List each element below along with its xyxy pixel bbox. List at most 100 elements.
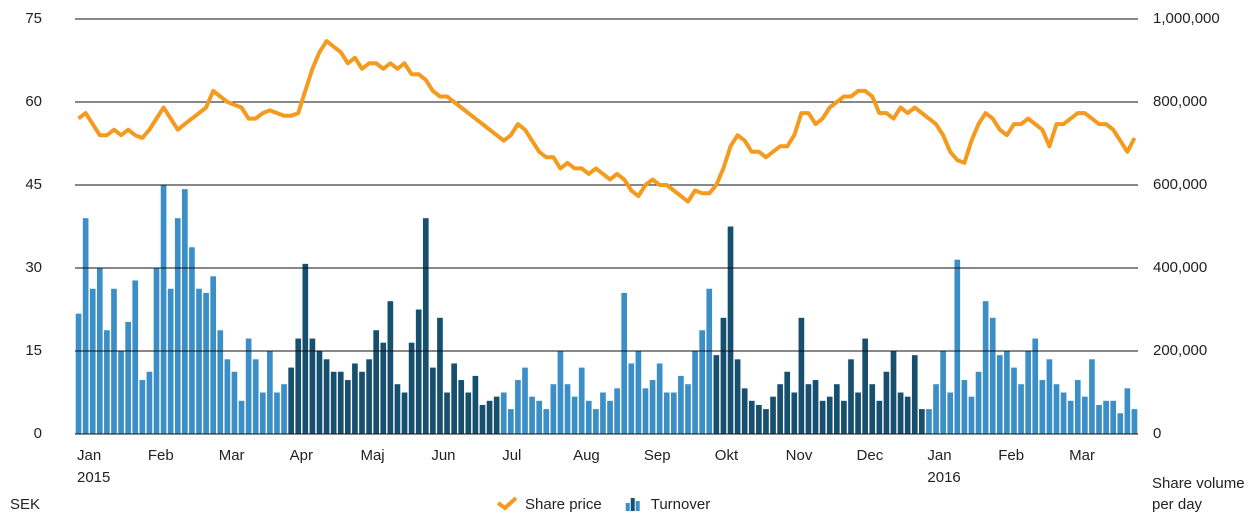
turnover-bar xyxy=(543,409,550,434)
turnover-bar xyxy=(529,396,535,434)
turnover-bar xyxy=(670,392,677,434)
turnover-bar xyxy=(82,218,89,434)
turnover-bar xyxy=(911,355,918,434)
turnover-bar xyxy=(323,359,330,434)
turnover-bar xyxy=(430,367,436,434)
turnover-bar xyxy=(968,396,975,434)
turnover-bar xyxy=(777,384,783,434)
legend-label: Share price xyxy=(525,496,602,513)
turnover-bar xyxy=(118,351,124,434)
x-tick-label: Dec xyxy=(857,447,884,464)
x-tick-label: Okt xyxy=(715,447,739,464)
share-price-line xyxy=(77,39,1137,204)
x-tick-label: Feb xyxy=(148,447,174,464)
turnover-bar xyxy=(196,288,202,434)
turnover-bar xyxy=(833,384,840,434)
turnover-bar xyxy=(380,342,387,434)
y-axis-label: SEK xyxy=(10,496,40,513)
turnover-bar xyxy=(826,396,833,434)
turnover-bar xyxy=(763,409,769,434)
turnover-bar xyxy=(536,400,543,434)
x-tick-label: Jul xyxy=(502,447,521,464)
turnover-bar xyxy=(1011,367,1017,434)
legend-icon xyxy=(630,498,635,511)
turnover-bar xyxy=(564,384,571,434)
y2-tick-label: 0 xyxy=(1153,425,1161,442)
turnover-bar xyxy=(217,330,224,434)
turnover-bar xyxy=(947,392,954,434)
y2-tick-label: 800,000 xyxy=(1153,93,1207,110)
turnover-bar xyxy=(1025,351,1031,434)
y2-tick-label: 400,000 xyxy=(1153,259,1207,276)
turnover-bar xyxy=(1103,400,1109,434)
turnover-bar xyxy=(1004,351,1010,434)
turnover-bar xyxy=(437,317,443,434)
turnover-bar xyxy=(819,400,826,434)
turnover-bar xyxy=(167,288,174,434)
turnover-bar xyxy=(1096,404,1102,434)
turnover-bar xyxy=(337,371,344,434)
turnover-bar xyxy=(784,371,791,434)
turnover-bar xyxy=(408,342,415,434)
turnover-bar xyxy=(238,400,245,434)
turnover-bar xyxy=(1039,380,1046,434)
turnover-bar xyxy=(855,392,861,434)
turnover-bar xyxy=(607,400,613,434)
turnover-bar xyxy=(593,409,599,434)
turnover-bar xyxy=(770,396,776,434)
turnover-bar xyxy=(444,392,450,434)
turnover-bar xyxy=(316,351,323,434)
turnover-bar xyxy=(472,375,479,434)
turnover-bar xyxy=(741,388,748,434)
turnover-bar xyxy=(1032,338,1039,434)
turnover-bar xyxy=(160,185,167,434)
turnover-bar xyxy=(550,384,557,434)
turnover-bar xyxy=(841,400,847,434)
turnover-bar xyxy=(146,371,153,434)
legend-label: Turnover xyxy=(651,496,710,513)
turnover-bar xyxy=(245,338,252,434)
x-tick-label: Maj xyxy=(360,447,384,464)
turnover-bar xyxy=(1046,359,1053,434)
turnover-bar xyxy=(493,396,500,434)
turnover-bar xyxy=(1060,392,1067,434)
turnover-bar xyxy=(203,292,209,434)
y2-axis-label: per day xyxy=(1152,496,1203,513)
x-tick-label: Feb xyxy=(998,447,1024,464)
turnover-bar xyxy=(458,380,465,434)
turnover-bar xyxy=(727,226,734,434)
y2-axis-label: Share volume xyxy=(1152,475,1245,492)
turnover-bar xyxy=(189,247,195,434)
turnover-bar xyxy=(571,396,578,434)
turnover-bar xyxy=(919,409,925,434)
turnover-bar xyxy=(507,409,514,434)
turnover-bar xyxy=(635,351,642,434)
y-tick-label: 60 xyxy=(25,93,42,110)
turnover-bar xyxy=(259,392,266,434)
turnover-bar xyxy=(401,392,408,434)
turnover-bar xyxy=(926,409,932,434)
y-tick-label: 45 xyxy=(25,176,42,193)
turnover-bar xyxy=(713,355,720,434)
y-tick-label: 30 xyxy=(25,259,42,276)
turnover-bar xyxy=(415,309,422,434)
turnover-bar xyxy=(734,359,741,434)
turnover-bar xyxy=(1117,413,1124,434)
turnover-bar xyxy=(848,359,854,434)
turnover-bar xyxy=(394,384,401,434)
turnover-bar xyxy=(649,380,656,434)
turnover-bar xyxy=(869,384,876,434)
turnover-bar xyxy=(387,301,394,434)
x-tick-label: Jun xyxy=(431,447,455,464)
x-tick-label: Apr xyxy=(290,447,313,464)
turnover-bar xyxy=(500,392,507,434)
turnover-bar xyxy=(1089,359,1095,434)
x-tick-label: Jan xyxy=(77,447,101,464)
turnover-bar xyxy=(798,317,805,434)
turnover-bar xyxy=(274,392,280,434)
turnover-bar xyxy=(1074,380,1081,434)
turnover-bar xyxy=(330,371,337,434)
turnover-bar xyxy=(614,388,620,434)
x-tick-label: Nov xyxy=(786,447,813,464)
